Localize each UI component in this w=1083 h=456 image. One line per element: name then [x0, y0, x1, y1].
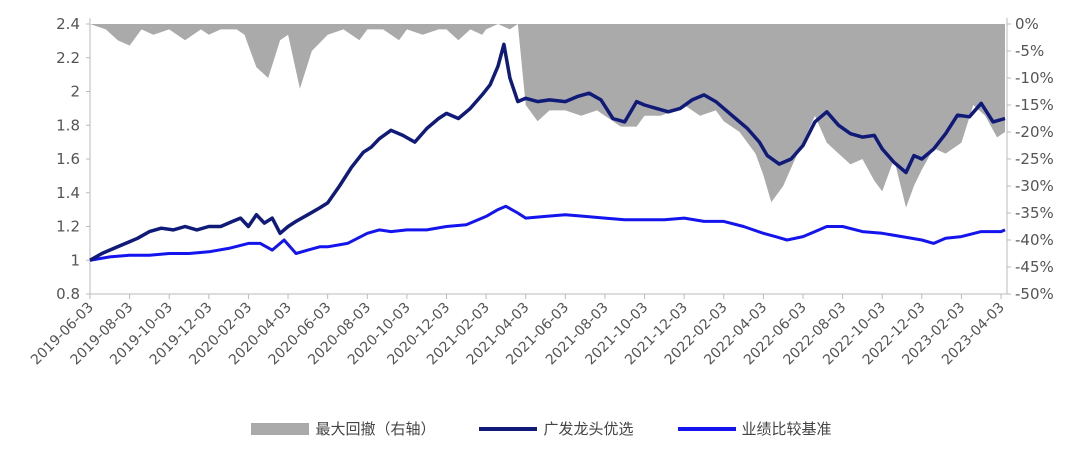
right-tick-label: -50%	[1015, 285, 1054, 303]
left-tick-label: 2	[70, 83, 80, 101]
right-tick-label: -20%	[1015, 123, 1054, 141]
benchmark-line	[89, 204, 1006, 262]
legend-item-fund: 广发龙头优选	[479, 418, 634, 439]
drawdown-area-layer	[90, 24, 1005, 208]
left-tick-label: 2.4	[56, 15, 80, 33]
axes-layer	[86, 18, 1011, 299]
legend-item-drawdown: 最大回撤（右轴）	[251, 418, 435, 439]
fund-line	[89, 42, 1006, 262]
left-tick-label: 2.2	[56, 49, 80, 67]
left-tick-label: 1.8	[56, 116, 80, 134]
right-tick-label: -10%	[1015, 69, 1054, 87]
series-lines-layer	[89, 42, 1006, 262]
right-tick-label: -40%	[1015, 231, 1054, 249]
legend-label-fund: 广发龙头优选	[543, 420, 634, 438]
right-tick-label: -5%	[1015, 42, 1044, 60]
legend-swatch-benchmark	[677, 426, 736, 431]
right-tick-label: -35%	[1015, 204, 1054, 222]
left-tick-label: 0.8	[56, 285, 80, 303]
right-tick-label: -15%	[1015, 96, 1054, 114]
drawdown-area	[90, 24, 1005, 208]
legend-label-drawdown: 最大回撤（右轴）	[315, 420, 436, 438]
right-tick-label: -45%	[1015, 258, 1054, 276]
right-tick-label: -30%	[1015, 177, 1054, 195]
left-tick-label: 1.2	[56, 218, 80, 236]
legend-item-benchmark: 业绩比较基准	[677, 418, 832, 439]
right-tick-label: 0%	[1015, 15, 1039, 33]
legend: 最大回撤（右轴） 广发龙头优选 业绩比较基准	[0, 418, 1083, 439]
legend-swatch-fund	[479, 426, 538, 431]
legend-swatch-drawdown	[251, 422, 310, 435]
right-tick-label: -25%	[1015, 150, 1054, 168]
left-tick-label: 1.6	[56, 150, 80, 168]
left-tick-label: 1.4	[56, 184, 80, 202]
left-tick-label: 1	[70, 251, 80, 269]
legend-label-benchmark: 业绩比较基准	[741, 420, 832, 438]
